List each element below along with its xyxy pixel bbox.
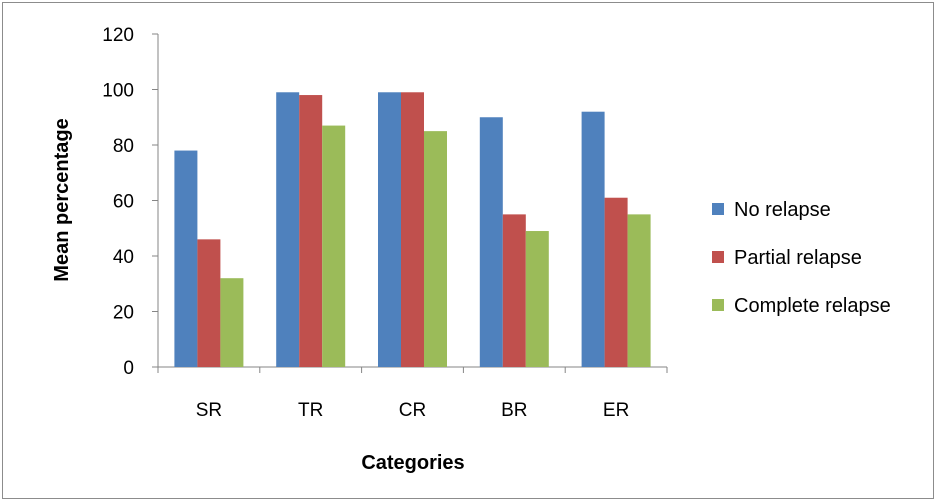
bar-partial-relapse-cr [401,92,424,368]
x-tick-label: CR [399,400,426,421]
legend-swatch [712,203,724,215]
bar-complete-relapse-sr [220,278,244,367]
x-axis-title: Categories [361,452,464,474]
x-tick-label: BR [501,400,527,421]
bar-no-relapse-er [581,111,605,367]
legend: No relapse Partial relapse Complete relaps… [712,199,891,317]
x-tick-label: SR [196,400,222,421]
bars [174,92,651,368]
bar-partial-relapse-tr [299,95,323,368]
bar-no-relapse-tr [276,92,300,368]
y-tick-label: 0 [123,358,134,379]
bar-partial-relapse-sr [197,239,221,367]
bar-partial-relapse-er [604,197,628,367]
bar-no-relapse-br [479,117,503,367]
y-ticks: 0 20 40 60 80 100 120 [102,25,158,379]
legend-swatch [712,299,724,311]
x-ticks: SR TR CR BR ER [157,367,668,421]
y-tick-label: 80 [113,136,134,157]
bar-complete-relapse-tr [322,125,346,367]
y-tick-label: 100 [102,81,134,102]
y-tick-label: 120 [102,25,134,46]
bar-complete-relapse-cr [424,131,447,367]
x-tick-label: ER [603,400,629,421]
y-axis-title: Mean percentage [51,118,73,281]
bar-no-relapse-cr [378,92,401,368]
y-tick-label: 40 [113,247,134,268]
bar-complete-relapse-er [627,214,651,367]
bar-no-relapse-sr [174,150,198,367]
bar-partial-relapse-br [502,214,526,367]
legend-swatch [712,251,724,263]
legend-label: Complete relapse [734,295,891,317]
legend-label: Partial relapse [734,247,862,269]
legend-label: No relapse [734,199,831,221]
y-tick-label: 60 [113,192,134,213]
y-tick-label: 20 [113,303,134,324]
x-tick-label: TR [298,400,323,421]
bar-complete-relapse-br [525,231,549,367]
